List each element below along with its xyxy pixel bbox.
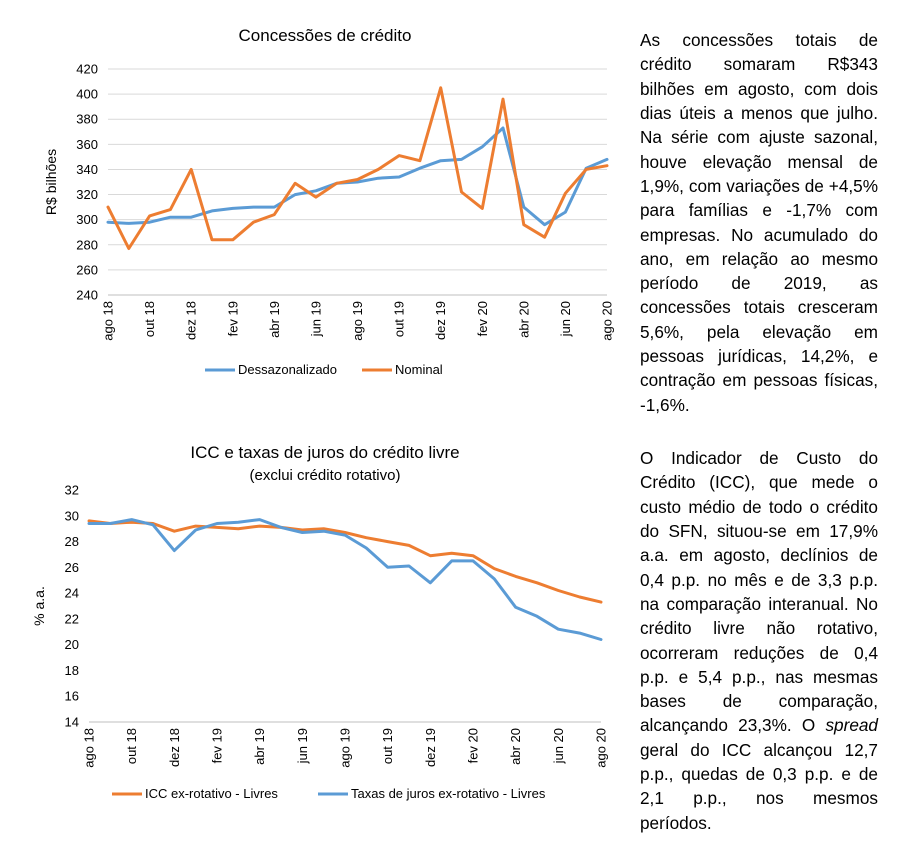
- legend-label-1: Taxas de juros ex-rotativo - Livres: [351, 786, 546, 801]
- y-tick-label: 360: [76, 137, 98, 152]
- y-tick-label: 320: [76, 187, 98, 202]
- x-tick-label: out 18: [124, 728, 139, 764]
- y-tick-label: 400: [76, 87, 98, 102]
- series-line-1: [106, 86, 609, 250]
- y-tick-label: 30: [65, 508, 79, 523]
- chart-title: Concessões de crédito: [239, 26, 412, 45]
- chart-icc-svg: ICC e taxas de juros do crédito livre (ex…: [31, 443, 609, 801]
- x-tick-label: abr 20: [508, 728, 523, 765]
- y-tick-label: 26: [65, 560, 79, 575]
- y-tick-label: 240: [76, 288, 98, 303]
- y-tick-label: 18: [65, 663, 79, 678]
- chart-subtitle: (exclui crédito rotativo): [250, 467, 401, 484]
- x-tick-label: out 19: [392, 301, 407, 337]
- x-tick-label: dez 19: [423, 728, 438, 767]
- x-tick-label: ago 19: [350, 301, 365, 341]
- y-tick-label: 28: [65, 534, 79, 549]
- x-tick-label: ago 20: [600, 301, 615, 341]
- y-tick-label: 20: [65, 637, 79, 652]
- text-paragraph-icc-italic: spread: [825, 715, 878, 736]
- y-tick-label: 16: [65, 689, 79, 704]
- x-tick-label: out 19: [380, 728, 395, 764]
- chart-icc: ICC e taxas de juros do crédito livre (ex…: [0, 430, 625, 845]
- chart-concessoes-svg: Concessões de crédito 240 260 280 300 320 340 3…: [43, 26, 615, 377]
- x-tick-label: jun 20: [551, 728, 566, 764]
- text-paragraph-icc-part2: geral do ICC alcançou 12,7 p.p., quedas …: [640, 739, 878, 833]
- x-tick-label: ago 19: [338, 728, 353, 768]
- x-tick-label: abr 19: [252, 728, 267, 765]
- chart-concessoes: Concessões de crédito 240 260 280 300 320 340 3…: [0, 0, 625, 395]
- x-tick-label: jun 19: [308, 301, 323, 337]
- legend-label-0: Dessazonalizado: [238, 362, 337, 377]
- text-paragraph-icc: O Indicador de Custo do Crédito (ICC), q…: [640, 446, 878, 835]
- series-line-0: [87, 519, 603, 604]
- x-tick-label: abr 20: [516, 301, 531, 338]
- x-tick-label: fev 20: [466, 728, 481, 763]
- y-tick-label: 22: [65, 611, 79, 626]
- x-tick-label: dez 18: [167, 728, 182, 767]
- y-tick-label: 280: [76, 237, 98, 252]
- x-tick-label: ago 18: [82, 728, 97, 768]
- legend-label-0: ICC ex-rotativo - Livres: [145, 786, 278, 801]
- text-paragraph-icc-part1: O Indicador de Custo do Crédito (ICC), q…: [640, 448, 878, 736]
- x-tick-label: jun 20: [558, 301, 573, 337]
- x-tick-label: fev 19: [225, 301, 240, 336]
- series-line-1: [87, 518, 603, 641]
- x-tick-label: abr 19: [267, 301, 282, 338]
- y-tick-label: 300: [76, 212, 98, 227]
- x-tick-label: ago 18: [101, 301, 116, 341]
- x-tick-label: fev 20: [475, 301, 490, 336]
- x-tick-label: fev 19: [210, 728, 225, 763]
- y-tick-label: 32: [65, 483, 79, 498]
- x-tick-label: dez 19: [433, 301, 448, 340]
- text-paragraph-concessoes: As concessões totais de crédito somaram …: [640, 30, 878, 415]
- x-tick-label: ago 20: [594, 728, 609, 768]
- x-tick-label: jun 19: [295, 728, 310, 764]
- x-tick-label: dez 18: [184, 301, 199, 340]
- series-line-0: [106, 126, 609, 227]
- x-tick-label: out 18: [142, 301, 157, 337]
- y-tick-label: 420: [76, 62, 98, 77]
- y-tick-label: 380: [76, 112, 98, 127]
- y-tick-label: 260: [76, 262, 98, 277]
- y-tick-label: 340: [76, 162, 98, 177]
- chart-title: ICC e taxas de juros do crédito livre: [190, 443, 459, 462]
- y-tick-label: 14: [65, 715, 79, 730]
- y-axis-label: % a.a.: [31, 586, 47, 626]
- y-axis-label: R$ bilhões: [43, 149, 59, 215]
- y-tick-label: 24: [65, 586, 79, 601]
- legend-label-1: Nominal: [395, 362, 443, 377]
